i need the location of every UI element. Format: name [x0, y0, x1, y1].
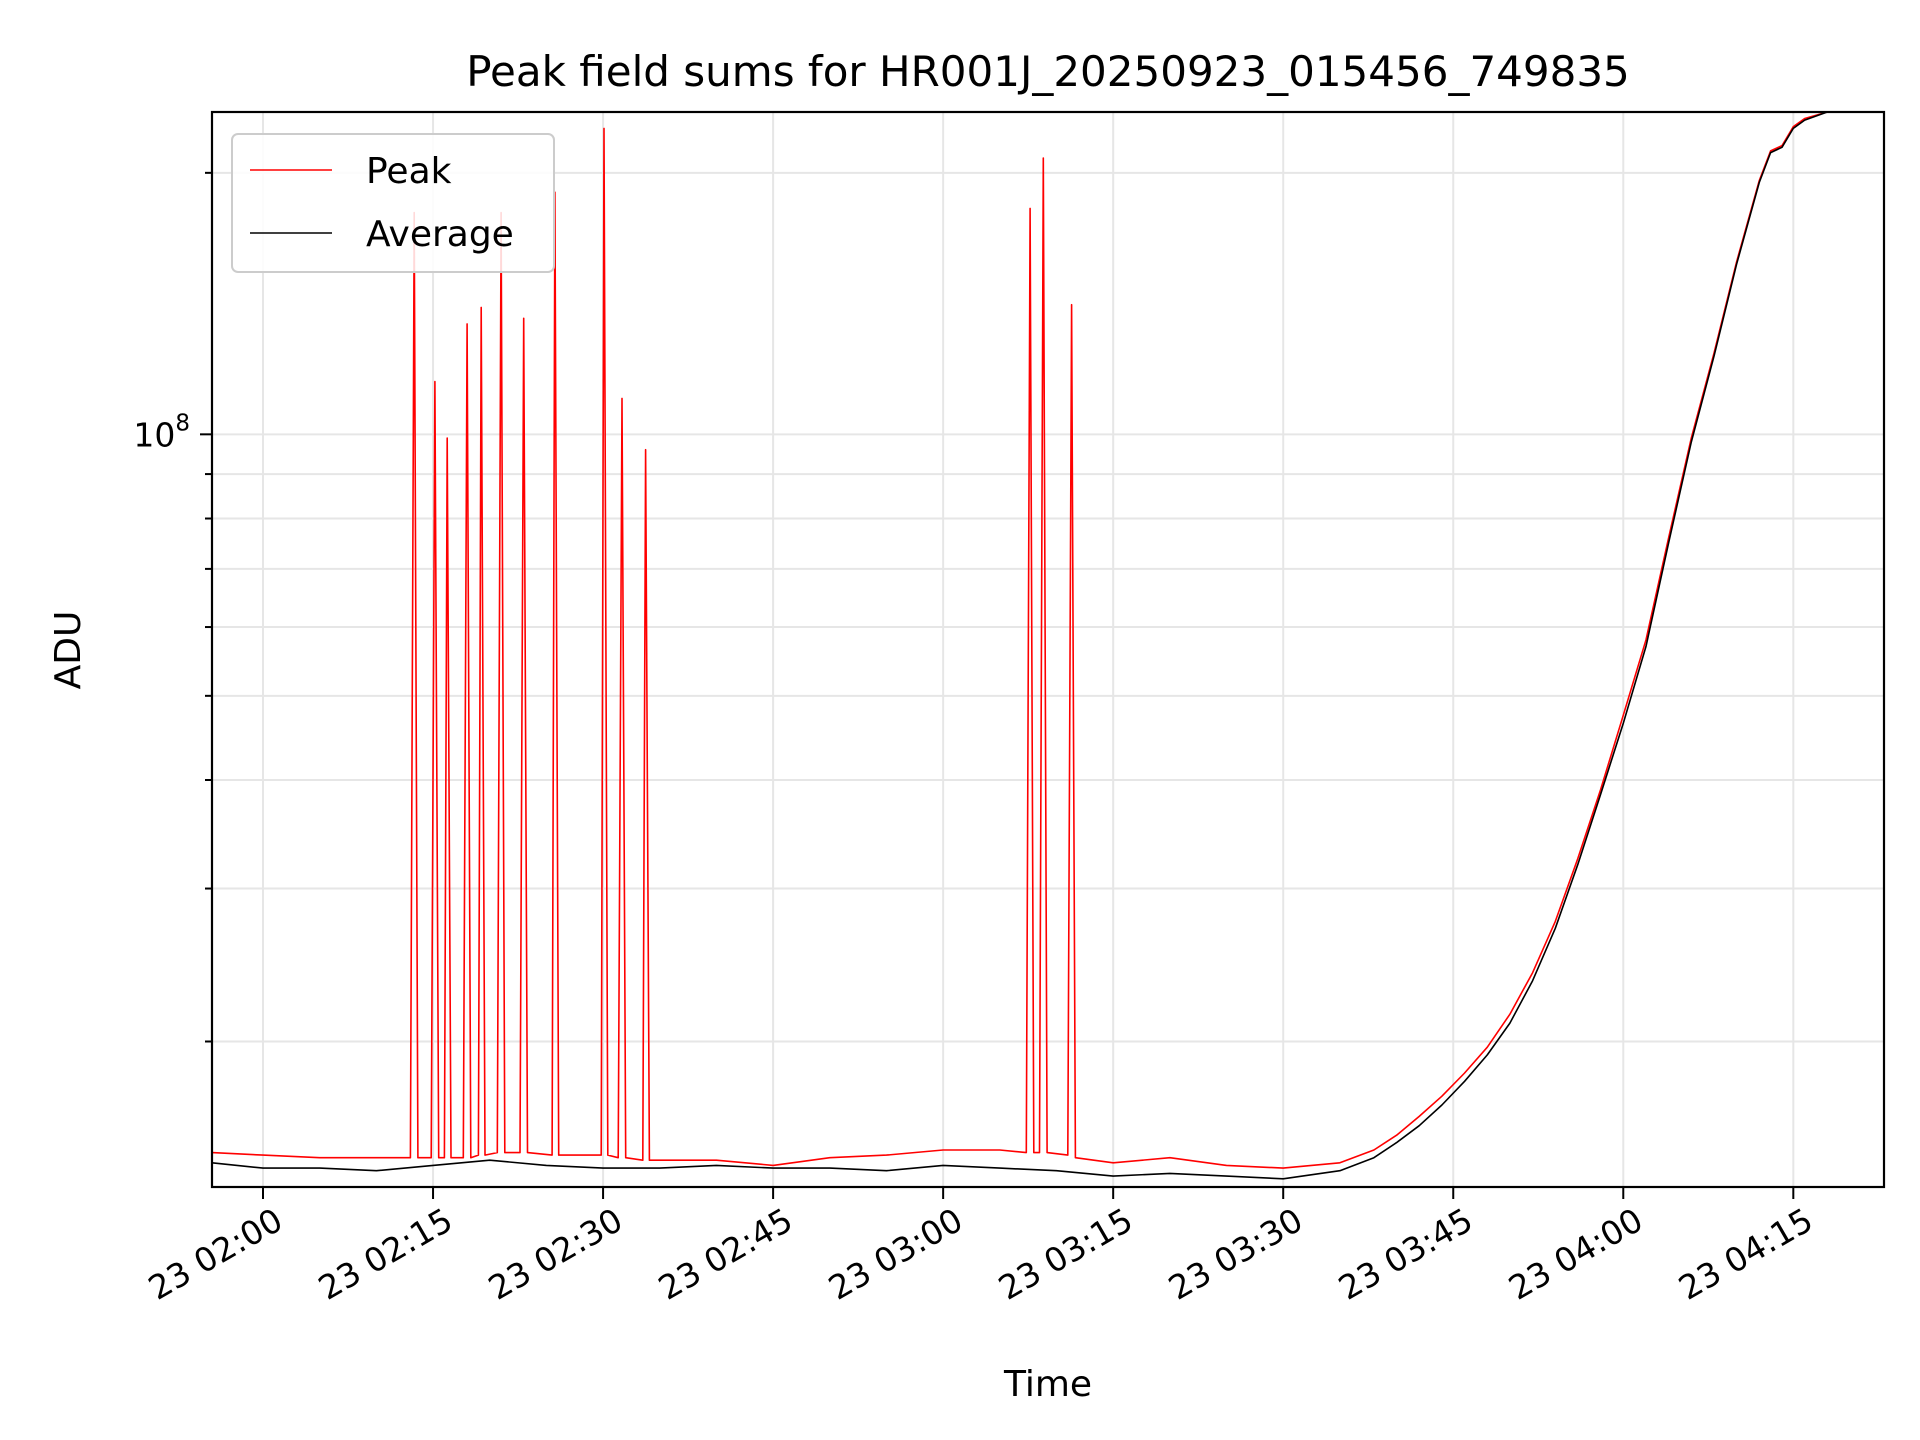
- y-axis-label: ADU: [48, 611, 89, 690]
- plot-frame: [210, 110, 1886, 1189]
- series-layer: [211, 111, 1828, 1180]
- y-tick-label-exponent: 8: [175, 410, 190, 436]
- legend: Peak Average: [231, 133, 555, 273]
- x-tick-label: 23 03:15: [992, 1200, 1139, 1308]
- x-tick-label: 23 04:00: [1502, 1200, 1649, 1308]
- y-tick-label: 108: [133, 410, 190, 454]
- y-ticks: 108: [133, 171, 212, 1043]
- legend-label-average: Average: [366, 214, 514, 255]
- x-axis-label: Time: [1003, 1364, 1092, 1405]
- series-line-average: [211, 111, 1828, 1180]
- y-tick-label-base: 10: [133, 415, 175, 454]
- chart-title: Peak field sums for HR001J_20250923_0154…: [466, 47, 1630, 96]
- x-tick-label: 23 02:00: [142, 1200, 289, 1308]
- x-tick-label: 23 03:45: [1332, 1200, 1479, 1308]
- x-ticks: 23 02:00 23 02:15 23 02:30 23 02:45 23 03:00…: [142, 1187, 1819, 1308]
- x-tick-label: 23 02:45: [652, 1200, 799, 1308]
- x-tick-label: 23 02:15: [312, 1200, 459, 1308]
- grid: [212, 112, 1884, 1187]
- x-tick-label: 23 03:30: [1162, 1200, 1309, 1308]
- legend-box: [231, 133, 555, 273]
- x-tick-label: 23 04:15: [1672, 1200, 1819, 1308]
- x-tick-label: 23 03:00: [822, 1200, 969, 1308]
- x-tick-label: 23 02:30: [482, 1200, 629, 1308]
- legend-label-peak: Peak: [366, 151, 452, 192]
- series-line-peak: [211, 111, 1828, 1169]
